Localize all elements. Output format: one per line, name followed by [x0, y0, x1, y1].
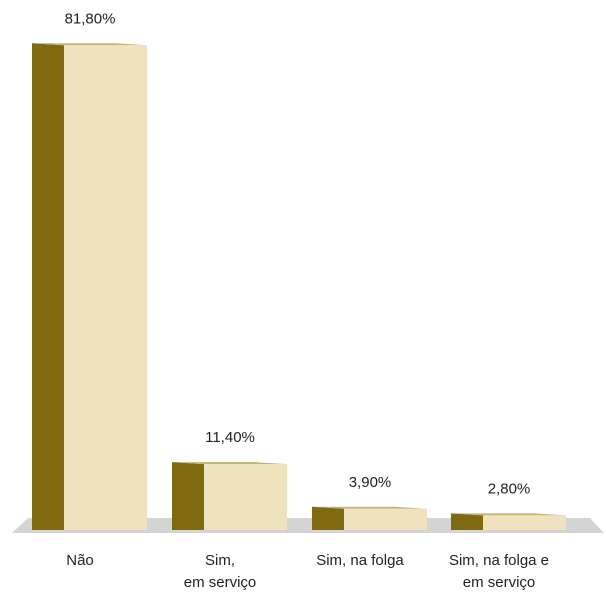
- value-label: 3,90%: [349, 474, 392, 491]
- x-tick-label: Não: [66, 552, 94, 569]
- x-tick-label: Sim, na folga: [316, 552, 404, 569]
- bar-top: [172, 462, 287, 465]
- value-label: 11,40%: [205, 429, 255, 446]
- bar-top: [312, 506, 427, 509]
- bar-side: [312, 506, 344, 530]
- x-tick-label: em serviço: [184, 574, 257, 591]
- x-tick-label: Sim, na folga e: [449, 552, 549, 569]
- bar: [344, 508, 427, 530]
- x-tick-label: em serviço: [463, 574, 536, 591]
- x-tick-label: Sim,: [205, 552, 235, 569]
- bar-side: [451, 513, 483, 530]
- value-label: 2,80%: [488, 480, 531, 497]
- bar-side: [172, 462, 204, 530]
- bar: [483, 515, 566, 530]
- bar-side: [32, 43, 64, 530]
- bar-top: [451, 513, 566, 516]
- bar: [64, 45, 147, 530]
- bar-top: [32, 43, 147, 46]
- value-label: 81,80%: [65, 10, 116, 27]
- bar: [204, 464, 287, 530]
